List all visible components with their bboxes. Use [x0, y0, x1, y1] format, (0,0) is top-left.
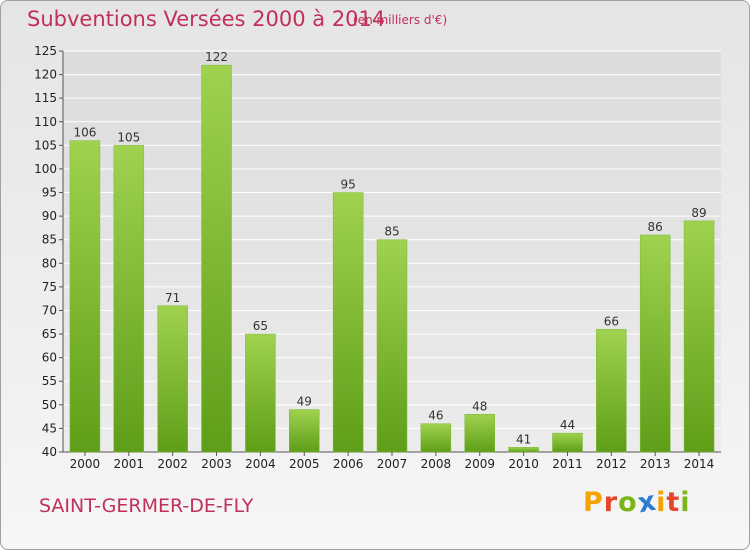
- x-tick-label-2007: 2007: [377, 457, 408, 471]
- y-tick-label: 90: [42, 209, 57, 223]
- bar-2000: [69, 140, 101, 453]
- value-label-2007: 85: [384, 225, 399, 239]
- y-tick-label: 50: [42, 398, 57, 412]
- y-tick-label: 100: [34, 162, 57, 176]
- chart-subtitle: (en milliers d'€): [353, 13, 448, 27]
- bar-2007: [376, 239, 408, 453]
- x-tick-label-2005: 2005: [289, 457, 320, 471]
- bar-2001: [113, 145, 145, 453]
- y-tick-label: 60: [42, 351, 57, 365]
- value-label-2003: 122: [205, 50, 228, 64]
- y-tick-label: 70: [42, 303, 57, 317]
- x-tick-label-2000: 2000: [70, 457, 101, 471]
- x-tick-label-2006: 2006: [333, 457, 364, 471]
- value-label-2004: 65: [253, 319, 268, 333]
- value-label-2013: 86: [648, 220, 663, 234]
- y-tick-label: 85: [42, 233, 57, 247]
- proxiti-logo: Proxiti: [583, 486, 691, 520]
- x-tick-label-2014: 2014: [684, 457, 715, 471]
- x-tick-label-2001: 2001: [114, 457, 145, 471]
- bar-2002: [157, 305, 188, 453]
- y-tick-label: 80: [42, 256, 57, 270]
- y-tick-label: 110: [34, 115, 57, 129]
- x-tick-label-2013: 2013: [640, 457, 671, 471]
- x-tick-label-2008: 2008: [421, 457, 452, 471]
- bar-2011: [552, 432, 583, 453]
- bar-2012: [596, 329, 627, 453]
- bar-2005: [289, 409, 320, 453]
- commune-name: SAINT-GERMER-DE-FLY: [39, 495, 254, 517]
- bar-2014: [683, 220, 715, 453]
- x-tick-label-2009: 2009: [464, 457, 495, 471]
- y-tick-label: 115: [34, 91, 57, 105]
- bar-2004: [245, 333, 276, 453]
- value-label-2010: 41: [516, 432, 531, 446]
- logo-letter: t: [666, 487, 681, 518]
- y-tick-label: 105: [34, 138, 57, 152]
- y-tick-label: 120: [34, 68, 57, 82]
- bar-2009: [464, 414, 495, 453]
- value-label-2001: 105: [117, 130, 140, 144]
- x-tick-label-2012: 2012: [596, 457, 627, 471]
- y-tick-label: 45: [42, 421, 57, 435]
- logo-letter: P: [583, 487, 604, 518]
- value-label-2002: 71: [165, 291, 180, 305]
- y-tick-label: 40: [42, 445, 57, 459]
- y-tick-label: 125: [34, 44, 57, 58]
- value-label-2006: 95: [340, 178, 355, 192]
- value-label-2011: 44: [560, 418, 575, 432]
- value-label-2000: 106: [73, 126, 96, 140]
- bar-2008: [420, 423, 452, 453]
- bar-2013: [639, 234, 671, 453]
- x-tick-label-2002: 2002: [157, 457, 188, 471]
- logo-letter: o: [618, 487, 638, 518]
- value-label-2005: 49: [297, 395, 312, 409]
- y-tick-label: 65: [42, 327, 57, 341]
- value-label-2008: 46: [428, 409, 443, 423]
- chart-title: Subventions Versées 2000 à 2014: [27, 7, 386, 31]
- x-tick-label-2011: 2011: [552, 457, 583, 471]
- value-label-2009: 48: [472, 399, 487, 413]
- x-tick-label-2010: 2010: [508, 457, 539, 471]
- bar-2006: [332, 192, 364, 453]
- x-tick-label-2004: 2004: [245, 457, 276, 471]
- bar-2010: [508, 447, 539, 453]
- y-tick-label: 55: [42, 374, 57, 388]
- logo-letter: i: [656, 487, 667, 518]
- bar-2003: [201, 64, 232, 453]
- y-tick-label: 75: [42, 280, 57, 294]
- logo-letter: i: [680, 487, 691, 518]
- y-tick-label: 95: [42, 186, 57, 200]
- x-tick-label-2003: 2003: [201, 457, 232, 471]
- value-label-2014: 89: [691, 206, 706, 220]
- value-label-2012: 66: [604, 314, 619, 328]
- logo-letter: r: [603, 487, 619, 518]
